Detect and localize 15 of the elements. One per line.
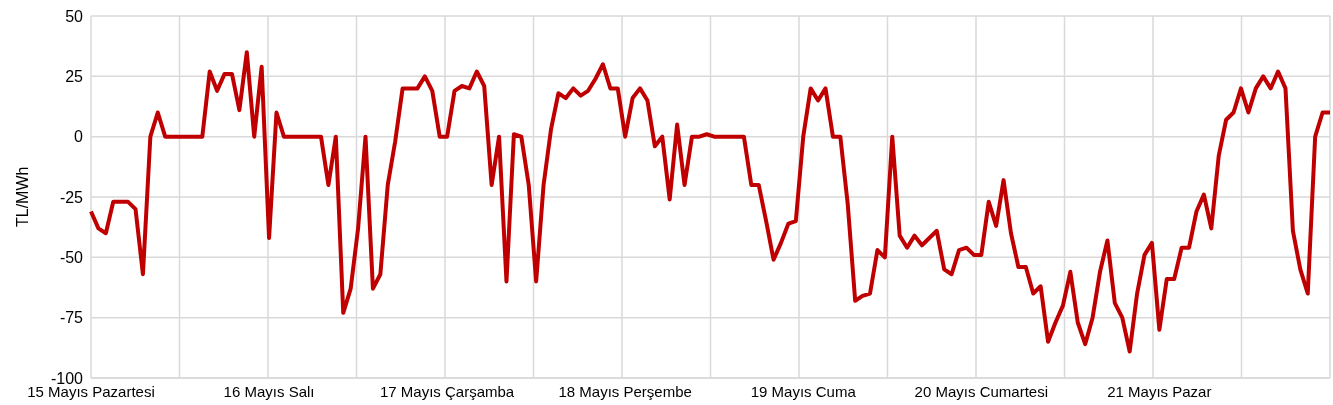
y-tick-label: 50 xyxy=(65,7,84,25)
y-tick-label: -50 xyxy=(59,249,84,267)
x-tick-label: 21 Mayıs Pazar xyxy=(1107,382,1212,400)
y-tick-label: -25 xyxy=(59,188,84,206)
x-tick-label: 16 Mayıs Salı xyxy=(223,382,315,400)
y-tick-label: 0 xyxy=(74,128,84,146)
y-tick-label: -100 xyxy=(50,369,84,387)
x-tick-label: 18 Mayıs Perşembe xyxy=(558,382,692,400)
y-tick-label: -75 xyxy=(59,309,84,327)
x-tick-label: 17 Mayıs Çarşamba xyxy=(380,382,515,400)
x-tick-label: 20 Mayıs Cumartesi xyxy=(914,382,1048,400)
line-series xyxy=(89,50,1332,354)
x-tick-label: 19 Mayıs Cuma xyxy=(750,382,857,400)
y-axis-title: TL/MWh xyxy=(13,166,31,227)
y-tick-label: 25 xyxy=(65,68,84,86)
